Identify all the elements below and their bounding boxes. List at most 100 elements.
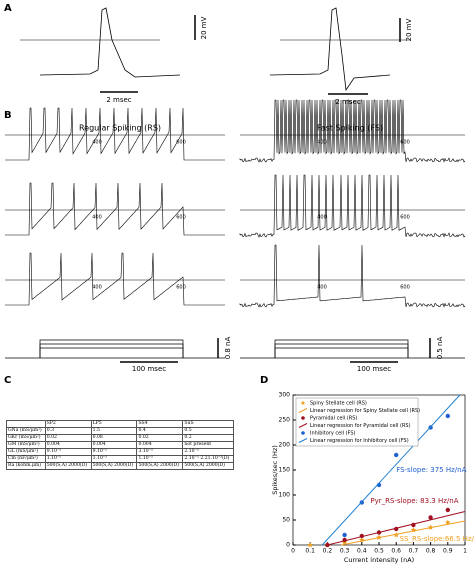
y-tick-label: 50 (282, 517, 290, 524)
time-tick-label: 400 (317, 140, 327, 146)
x-tick-label: 0.3 (340, 548, 350, 555)
table-cell: 500(S,A) 2000(D) (182, 461, 234, 470)
panel-label: D (260, 375, 268, 386)
table-cell: 1.5 (90, 426, 138, 435)
regression-line (321, 394, 461, 546)
table-cell: 1.10⁻⁵ (136, 454, 184, 463)
x-tick-label: 0.6 (391, 548, 401, 555)
table-cell: 9.10⁻⁵ (90, 447, 138, 456)
table-cell: 0.08 (90, 433, 138, 442)
voltage-trace (239, 174, 466, 238)
table-cell: 500(S,A) 2000(D) (136, 461, 184, 470)
voltage-trace (5, 107, 225, 161)
voltage-trace (239, 244, 466, 308)
legend-swatch (298, 438, 308, 443)
table-cell: SS4 (136, 420, 184, 428)
table-cell: SP2 (44, 420, 92, 428)
legend-swatch (301, 431, 305, 435)
regression-line (327, 511, 466, 546)
action-potential (269, 7, 391, 92)
panel-label: A (4, 3, 12, 14)
panel-label: C (4, 375, 11, 386)
x-tick-label: 1 (463, 548, 467, 555)
table-cell: 0.004 (90, 440, 138, 449)
y-tick-label: 200 (279, 442, 291, 449)
data-point (445, 413, 450, 419)
table-row: Cm (nF/μm²) 1.10⁻⁵ 1.10⁻⁵ 1.10⁻⁵ 2.10⁻⁵ 2.21… (6, 454, 234, 463)
table-cell: 500(S,A) 2000(D) (44, 461, 92, 470)
action-potential (39, 7, 181, 78)
x-tick-label: 0.9 (443, 548, 453, 555)
table-cell: GM (mS/μm²) (6, 440, 46, 449)
table-cell: 0.2 (182, 433, 234, 442)
time-tick-label: 400 (92, 285, 102, 291)
voltage-trace (5, 182, 225, 236)
table-cell: 0.4 (136, 426, 184, 435)
data-point (394, 452, 399, 458)
x-tick-label: 0.1 (305, 548, 315, 555)
time-tick-label: 600 (176, 215, 186, 221)
voltage-trace (239, 99, 466, 163)
legend-swatch (300, 400, 306, 405)
stimulus-step (274, 343, 409, 358)
table-row: GKr (mS/μm²) 0.02 0.08 0.02 0.2 (6, 433, 234, 442)
stimulus-step (39, 343, 184, 358)
x-tick-label: 0.4 (357, 548, 367, 555)
stimulus-step (274, 339, 409, 358)
x-tick-label: 0.2 (323, 548, 333, 555)
table-cell: 0.5 (182, 426, 234, 435)
y-tick-label: 100 (279, 492, 291, 499)
stimulus-step (39, 347, 184, 358)
panel-label: B (4, 110, 12, 121)
table-cell: Ra (kohm.μm) (6, 461, 46, 470)
scale-label: 2 msec (106, 96, 131, 104)
y-tick-label: 300 (279, 392, 291, 399)
table-cell: 0.3 (44, 426, 92, 435)
table-row: Ra (kohm.μm) 500(S,A) 2000(D) 500(S,A) 200… (6, 461, 234, 470)
annotation: SS_RS-slope:66.5 Hz/nA (400, 535, 474, 543)
table-cell: 0.004 (136, 440, 184, 449)
legend-label: Linear regression for Spiny Stellate cel… (310, 408, 420, 414)
x-axis-label: Current intensity (nA) (344, 556, 414, 564)
table-cell: GKr (mS/μm²) (6, 433, 46, 442)
scale-label: 100 msec (357, 365, 391, 373)
table-cell: GNa (mS/μm²) (6, 426, 46, 435)
time-tick-label: 400 (92, 215, 102, 221)
voltage-trace (5, 252, 225, 306)
legend-box (295, 397, 419, 447)
scale-label: 0.8 nA (224, 337, 232, 360)
x-tick-label: 0.7 (409, 548, 419, 555)
table-row: GL (mS/μm²) 9.10⁻⁵ 9.10⁻⁵ 3.10⁻⁵ 2.10⁻⁵ (6, 447, 234, 456)
x-tick-label: 0.5 (374, 548, 384, 555)
parameter-table: SP2 LP5 SS4 SuS GNa (mS/μm²) 0.3 1.5 0.4 0.5 GKr … (6, 420, 234, 470)
table-row: SP2 LP5 SS4 SuS (6, 420, 234, 428)
table-row: GNa (mS/μm²) 0.3 1.5 0.4 0.5 (6, 426, 234, 435)
table-cell: 2.10⁻⁵ 2.21.10⁻⁵(D) (182, 454, 234, 463)
x-tick-label: 0 (291, 548, 295, 555)
data-point (445, 507, 450, 513)
stimulus-step (39, 339, 184, 358)
table-cell: GL (mS/μm²) (6, 447, 46, 456)
legend-label: Linear regression for Pyramidal cell (RS… (310, 423, 411, 429)
legend-label: Pyramidal cell (RS) (310, 416, 357, 422)
table-cell: 1.10⁻⁵ (44, 454, 92, 463)
table-cell: 2.10⁻⁵ (182, 447, 234, 456)
data-point (342, 532, 347, 538)
table-cell: 0.004 (44, 440, 92, 449)
y-tick-label: 0 (286, 542, 290, 549)
y-tick-label: 150 (279, 467, 291, 474)
table-cell (6, 420, 46, 428)
scale-label: 100 msec (132, 365, 166, 373)
annotation: FS-slope: 375 Hz/nA (396, 466, 466, 474)
table-cell: 500(S,A) 2000(D) (90, 461, 138, 470)
time-tick-label: 600 (176, 140, 186, 146)
legend-label: Inhibitory cell (FS) (310, 431, 355, 437)
legend-swatch (301, 416, 305, 420)
table-cell: 9.10⁻⁵ (44, 447, 92, 456)
table-cell: 0.02 (44, 433, 92, 442)
table-cell: LP5 (90, 420, 138, 428)
time-tick-label: 600 (176, 285, 186, 291)
table-cell: 1.10⁻⁵ (90, 454, 138, 463)
data-point (325, 542, 330, 548)
